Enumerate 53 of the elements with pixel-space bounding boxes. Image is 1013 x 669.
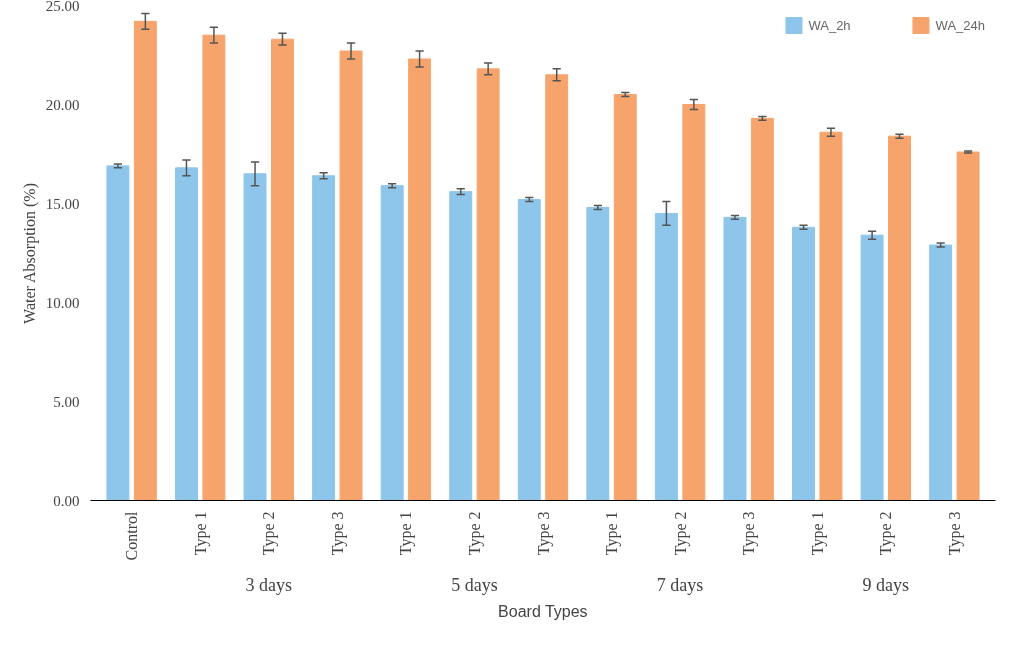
bar (654, 212, 678, 501)
bar (312, 175, 336, 501)
x-tick-label: Type 1 (603, 511, 622, 556)
x-tick-label: Type 2 (465, 511, 484, 556)
text: 7 days (656, 574, 704, 595)
bar (449, 191, 473, 501)
y-tick-label: 20.00 (45, 96, 80, 113)
bar (517, 199, 541, 501)
bar (545, 74, 569, 501)
bar (586, 206, 610, 501)
bar (682, 104, 706, 501)
bar (243, 173, 267, 501)
text: 3 days (245, 574, 293, 595)
legend-label: WA_24h (935, 17, 985, 33)
bar (380, 185, 404, 501)
bar (888, 135, 911, 501)
x-tick-label: Control (123, 510, 141, 561)
x-tick-label: Type 3 (328, 511, 347, 556)
x-tick-label: Type 1 (191, 511, 210, 556)
x-tick-label: Type 3 (534, 511, 553, 556)
bar (750, 117, 774, 501)
bar (723, 216, 747, 501)
bar (271, 38, 294, 501)
x-tick-label: Type 2 (877, 511, 896, 556)
y-axis-title: Water Absorption (%) (20, 182, 39, 324)
y-tick-label: 15.00 (45, 195, 80, 212)
legend-label: WA_2h (808, 17, 851, 33)
bar (819, 131, 843, 501)
bar (408, 58, 432, 501)
x-tick-label: Type 2 (260, 511, 279, 556)
bar (476, 68, 500, 501)
bar (792, 226, 815, 501)
x-tick-label: Type 1 (397, 511, 416, 556)
text: 9 days (862, 574, 910, 595)
x-tick-label: Type 2 (671, 511, 690, 556)
bar (613, 94, 637, 501)
bar (339, 50, 363, 501)
y-tick-label: 25.00 (45, 0, 80, 14)
y-tick-label: 5.00 (53, 393, 80, 410)
bar (175, 167, 198, 501)
y-tick-label: 0.00 (53, 492, 80, 509)
bar (956, 151, 980, 501)
x-tick-label: Type 3 (740, 511, 759, 556)
bar (202, 34, 226, 501)
text: 5 days (451, 574, 498, 595)
bar (929, 244, 953, 501)
x-axis-title: Board Types (498, 602, 588, 620)
x-tick-label: Type 3 (945, 511, 964, 556)
x-tick-label: Type 1 (808, 511, 827, 556)
bar (860, 234, 884, 501)
bar (106, 165, 130, 501)
bar (133, 20, 157, 501)
y-tick-label: 10.00 (45, 294, 80, 311)
